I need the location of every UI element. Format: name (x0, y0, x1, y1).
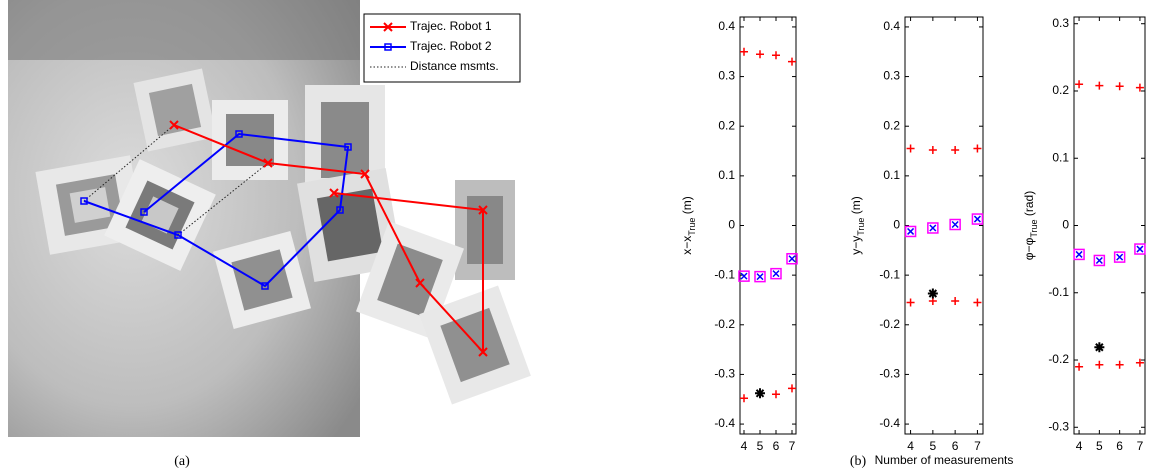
legend-label: Trajec. Robot 1 (410, 19, 492, 33)
y-tick-label: 0.3 (1052, 16, 1069, 30)
x-tick-label: 5 (1096, 439, 1103, 453)
y-axis-label-part: φ−φ (1022, 237, 1036, 260)
chart: -0.4 -0.3 -0.2 -0.1 0 0.1 0.2 0.3 0.4 4 5 6 7 y−yTrue… (849, 17, 1013, 467)
y-axis-label-part: True (856, 218, 866, 236)
y-axis-label-part: True (1029, 219, 1039, 237)
x-tick-label: 4 (1076, 439, 1083, 453)
y-tick-label: 0 (893, 218, 900, 232)
x-tick-label: 7 (789, 439, 796, 453)
y-tick-label: 0.2 (883, 118, 900, 132)
plot-area (905, 17, 983, 434)
y-tick-label: -0.3 (714, 367, 735, 381)
y-axis-label-part: (m) (849, 196, 863, 217)
caption: (a) (174, 454, 190, 469)
figure: Trajec. Robot 1 Trajec. Robot 2 Distance… (0, 0, 1152, 473)
x-tick-label: 6 (1116, 439, 1123, 453)
star-marker (928, 289, 938, 299)
x-tick-label: 7 (1137, 439, 1144, 453)
y-tick-label: -0.1 (714, 267, 735, 281)
y-axis-label-part: (rad) (1022, 191, 1036, 220)
y-tick-label: -0.1 (1048, 285, 1069, 299)
x-tick-label: 4 (741, 439, 748, 453)
y-tick-label: 0.1 (1052, 150, 1069, 164)
y-tick-label: -0.2 (879, 317, 900, 331)
x-tick-label: 5 (757, 439, 764, 453)
x-axis-label: Number of measurements (875, 453, 1014, 467)
x-tick-label: 6 (952, 439, 959, 453)
y-tick-label: -0.1 (879, 267, 900, 281)
y-tick-label: 0.2 (718, 118, 735, 132)
y-tick-label: -0.3 (1048, 419, 1069, 433)
legend-label: Trajec. Robot 2 (410, 39, 492, 53)
legend: Trajec. Robot 1 Trajec. Robot 2 Distance… (364, 14, 520, 82)
photo-shadow (8, 0, 360, 60)
y-tick-label: -0.4 (714, 416, 735, 430)
y-axis-label-part: True (687, 218, 697, 236)
y-tick-label: 0.4 (883, 19, 900, 33)
y-axis-label-part: (m) (680, 196, 694, 217)
y-tick-label: 0.4 (718, 19, 735, 33)
y-axis-label-part: y−y (849, 236, 863, 255)
x-tick-label: 6 (773, 439, 780, 453)
y-tick-label: 0.3 (718, 69, 735, 83)
y-tick-label: 0.3 (883, 69, 900, 83)
y-tick-label: -0.3 (879, 367, 900, 381)
y-tick-label: -0.4 (879, 416, 900, 430)
x-tick-label: 5 (930, 439, 937, 453)
star-marker (755, 388, 765, 398)
y-tick-label: -0.2 (1048, 352, 1069, 366)
legend-label: Distance msmts. (410, 59, 499, 73)
y-tick-label: -0.2 (714, 317, 735, 331)
plot-area (1074, 17, 1145, 434)
y-tick-label: 0 (728, 218, 735, 232)
y-axis-label: x−xTrue (m) (680, 196, 697, 255)
x-tick-label: 7 (974, 439, 981, 453)
star-marker (1094, 342, 1104, 352)
caption: (b) (850, 454, 867, 469)
y-axis-label: y−yTrue (m) (849, 196, 866, 255)
x-tick-label: 4 (907, 439, 914, 453)
y-axis-label-part: x−x (680, 236, 694, 255)
y-tick-label: 0.1 (718, 168, 735, 182)
plot-area (740, 17, 796, 434)
y-tick-label: 0 (1062, 218, 1069, 232)
photo: Trajec. Robot 1 Trajec. Robot 2 Distance… (8, 0, 531, 437)
y-axis-label: φ−φTrue (rad) (1022, 191, 1039, 260)
y-tick-label: 0.1 (883, 168, 900, 182)
y-tick-label: 0.2 (1052, 83, 1069, 97)
